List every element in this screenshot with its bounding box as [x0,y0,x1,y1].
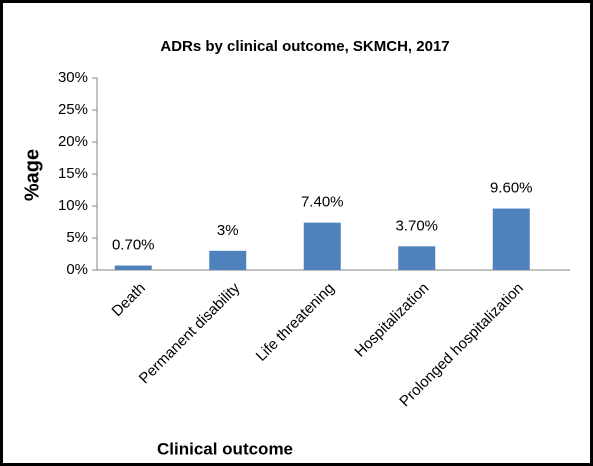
bar [209,250,247,270]
y-tick-label: 25% [58,101,88,118]
bar [492,208,530,270]
value-label: 7.40% [301,194,344,211]
value-label: 0.70% [112,236,155,253]
y-tick-label: 20% [58,133,88,150]
y-tick-label: 5% [66,229,88,246]
value-label: 3.70% [395,217,438,234]
y-axis-title: %age [21,149,43,201]
y-tick-label: 10% [58,197,88,214]
y-tick-label: 0% [66,261,88,278]
bar [114,265,152,270]
bar [398,246,436,270]
y-tick-label: 30% [58,69,88,86]
x-axis-title: Clinical outcome [157,439,293,458]
bar [303,222,341,270]
value-label: 9.60% [490,180,533,197]
value-label: 3% [217,222,239,239]
y-tick-label: 15% [58,165,88,182]
chart-title: ADRs by clinical outcome, SKMCH, 2017 [160,38,449,55]
